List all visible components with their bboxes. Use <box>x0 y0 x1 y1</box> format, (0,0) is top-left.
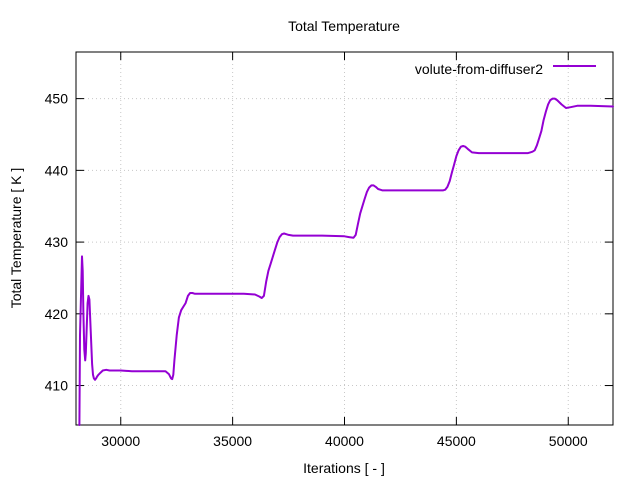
series-line-0 <box>78 97 614 426</box>
x-tick-label: 35000 <box>213 433 252 449</box>
legend: volute-from-diffuser2 <box>415 61 596 77</box>
x-tick-label: 40000 <box>325 433 364 449</box>
chart-title: Total Temperature <box>288 18 400 34</box>
x-axis-label: Iterations [ - ] <box>303 460 385 476</box>
y-tick-label: 420 <box>45 306 69 322</box>
y-tick-label: 450 <box>45 91 69 107</box>
x-tick-label: 45000 <box>437 433 476 449</box>
y-tick-label: 410 <box>45 378 69 394</box>
series-group <box>78 97 614 426</box>
axis-ticks: 30000 35000 40000 45000 50000 410 420 430 440 450 <box>45 52 613 449</box>
x-tick-label: 50000 <box>549 433 588 449</box>
x-tick-label: 30000 <box>101 433 140 449</box>
y-tick-label: 440 <box>45 162 69 178</box>
grid <box>76 52 613 425</box>
y-axis-label: Total Temperature [ K ] <box>8 168 24 309</box>
legend-label: volute-from-diffuser2 <box>415 61 543 77</box>
y-tick-label: 430 <box>45 234 69 250</box>
